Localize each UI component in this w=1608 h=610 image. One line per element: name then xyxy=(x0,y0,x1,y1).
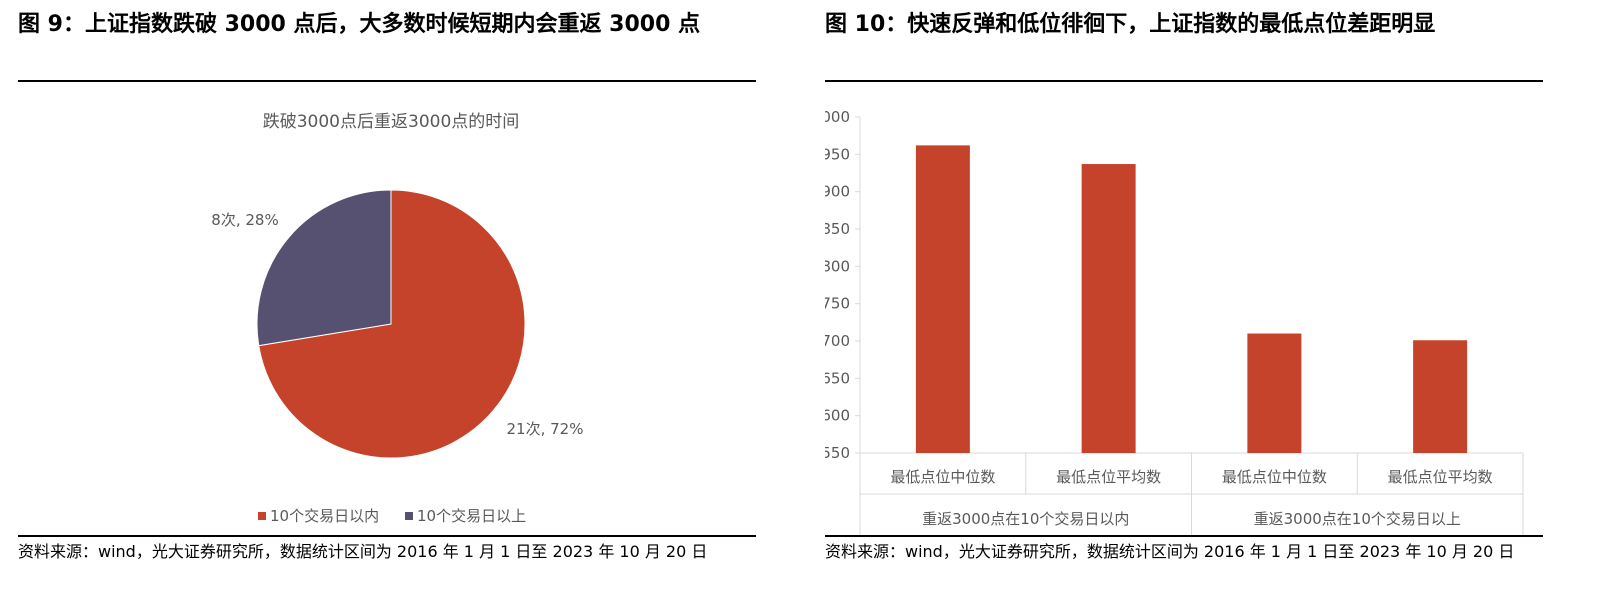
legend-swatch xyxy=(405,512,413,520)
y-tick-label: 2800 xyxy=(825,257,850,275)
pie-chart: 跌破3000点后重返3000点的时间 21次, 72% 8次, 28% 10个交易… xyxy=(211,112,584,525)
x-category-label: 最低点位中位数 xyxy=(890,468,995,486)
bar-chart: 3000 2950 2900 2850 2800 2750 2700 2650 2600 2550… xyxy=(825,108,1524,535)
figure-9-title: 图 9：上证指数跌破 3000 点后，大多数时候短期内会重返 3000 点 xyxy=(18,12,701,37)
y-tick-label: 2650 xyxy=(825,369,850,387)
y-tick-label: 3000 xyxy=(825,108,850,126)
bar xyxy=(1413,340,1468,453)
y-tick-label: 2850 xyxy=(825,220,850,238)
pie-slice xyxy=(256,189,392,347)
bar xyxy=(915,145,970,453)
title-rule xyxy=(18,80,756,82)
figure-10-title: 图 10：快速反弹和低位徘徊下，上证指数的最低点位差距明显 xyxy=(825,12,1436,37)
figure-10-source: 资料来源：wind，光大证券研究所，数据统计区间为 2016 年 1 月 1 日… xyxy=(825,542,1515,561)
source-rule xyxy=(825,535,1543,537)
y-tick-label: 2550 xyxy=(825,444,850,462)
source-rule xyxy=(18,535,756,537)
figure-9-panel: 图 9：上证指数跌破 3000 点后，大多数时候短期内会重返 3000 点 跌破… xyxy=(0,0,790,610)
y-tick-label: 2750 xyxy=(825,295,850,313)
y-tick-label: 2600 xyxy=(825,407,850,425)
x-group-label: 重返3000点在10个交易日以内 xyxy=(922,510,1129,528)
pie-chart-title: 跌破3000点后重返3000点的时间 xyxy=(263,112,520,132)
figure-10-panel: 图 10：快速反弹和低位徘徊下，上证指数的最低点位差距明显 3000 2950 29… xyxy=(825,0,1608,610)
x-category-label: 最低点位平均数 xyxy=(1388,468,1493,486)
x-group-label: 重返3000点在10个交易日以上 xyxy=(1254,510,1461,528)
bar xyxy=(1081,164,1136,453)
y-tick-label: 2900 xyxy=(825,183,850,201)
legend-entry: 10个交易日以内 xyxy=(270,507,379,525)
x-category-label: 最低点位平均数 xyxy=(1056,468,1161,486)
figure-9-source: 资料来源：wind，光大证券研究所，数据统计区间为 2016 年 1 月 1 日… xyxy=(18,542,708,561)
x-category-label: 最低点位中位数 xyxy=(1222,468,1327,486)
bar xyxy=(1247,333,1302,453)
pie-slice xyxy=(258,189,526,459)
pie-slice-label: 8次, 28% xyxy=(211,211,278,229)
legend-swatch xyxy=(258,512,266,520)
y-tick-label: 2950 xyxy=(825,145,850,163)
legend-entry: 10个交易日以上 xyxy=(417,507,526,525)
y-tick-label: 2700 xyxy=(825,332,850,350)
pie-slice-label: 21次, 72% xyxy=(507,420,584,438)
title-rule xyxy=(825,80,1543,82)
